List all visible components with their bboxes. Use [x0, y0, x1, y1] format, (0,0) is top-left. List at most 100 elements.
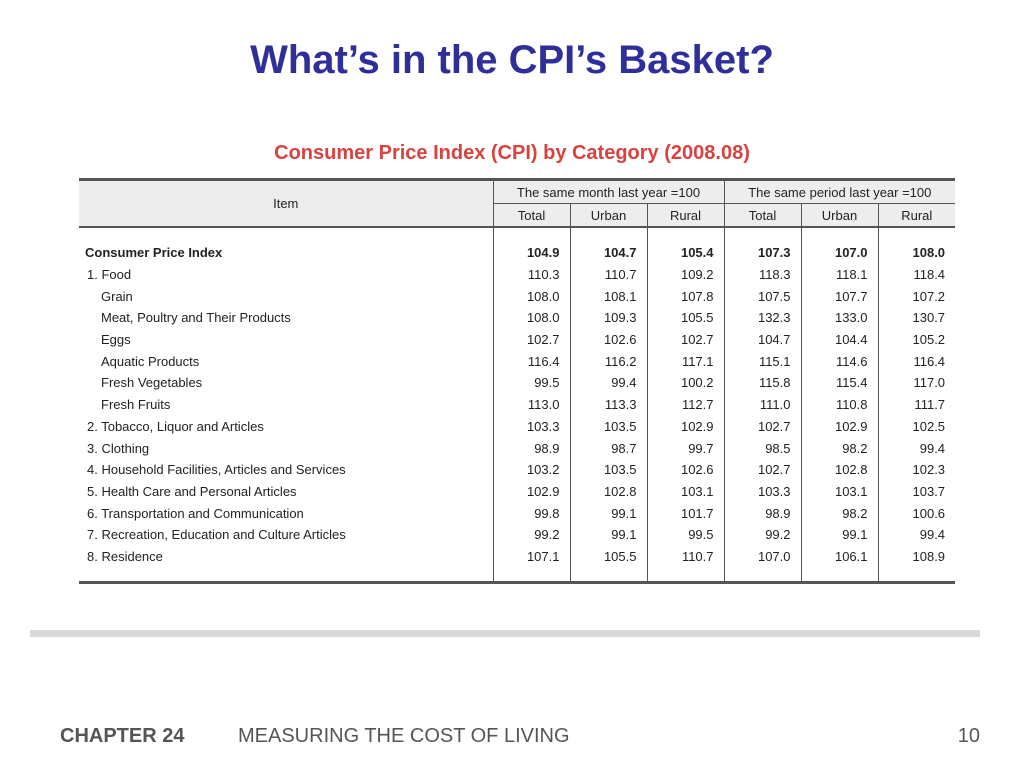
- cell-value: 99.1: [569, 523, 647, 546]
- sub-header-rural: Rural: [646, 203, 725, 227]
- row-label: Fresh Vegetables: [101, 375, 203, 391]
- cell-value: 102.6: [646, 458, 725, 481]
- item-column-header: Item: [79, 179, 493, 227]
- row-label: Meat, Poultry and Their Products: [101, 310, 291, 326]
- cell-value: 103.1: [800, 480, 879, 503]
- cell-value: 109.2: [646, 263, 725, 286]
- row-label: Fresh Fruits: [101, 397, 171, 413]
- sub-header-total: Total: [723, 203, 802, 227]
- cell-value: 99.5: [492, 372, 570, 394]
- row-label: 7. Recreation, Education and Culture Art…: [87, 527, 346, 543]
- cell-value: 99.4: [877, 523, 956, 546]
- cell-value: 110.3: [492, 263, 570, 286]
- row-label: Grain: [101, 288, 133, 304]
- cell-value: 116.4: [877, 350, 956, 373]
- sub-header-urban: Urban: [569, 203, 647, 227]
- cell-value: 102.7: [723, 415, 802, 438]
- cell-value: 100.6: [877, 502, 956, 524]
- cell-value: 108.0: [492, 307, 570, 329]
- cell-value: 110.8: [800, 393, 879, 416]
- cell-value: 102.8: [569, 480, 647, 503]
- cell-value: 98.9: [723, 502, 802, 524]
- cell-value: 113.0: [492, 393, 570, 416]
- cell-value: 108.0: [492, 285, 570, 308]
- cell-value: 117.0: [877, 372, 956, 394]
- table-row: 7. Recreation, Education and Culture Art…: [79, 523, 956, 546]
- table-row: Grain 108.0 108.1 107.8 107.5 107.7 107.2: [79, 285, 956, 308]
- cell-value: 109.3: [569, 307, 647, 329]
- row-label: Consumer Price Index: [85, 245, 223, 261]
- cell-value: 111.0: [723, 393, 802, 416]
- cell-value: 115.4: [800, 372, 879, 394]
- cpi-table-container: Item The same month last year =100 The s…: [79, 178, 956, 584]
- cell-value: 105.5: [569, 545, 647, 583]
- row-label: 3. Clothing: [87, 440, 150, 456]
- table-row: Fresh Vegetables 99.5 99.4 100.2 115.8 115.4 1…: [79, 372, 956, 394]
- group-header-same-month: The same month last year =100: [492, 179, 725, 204]
- cell-value: 102.9: [800, 415, 879, 438]
- cell-value: 99.5: [646, 523, 725, 546]
- cell-value: 116.4: [492, 350, 570, 373]
- cell-value: 98.5: [723, 437, 802, 459]
- footer-chapter: CHAPTER 24: [60, 725, 185, 747]
- cell-value: 99.2: [492, 523, 570, 546]
- table-row: Eggs 102.7 102.6 102.7 104.7 104.4 105.2: [79, 328, 956, 351]
- cell-value: 103.7: [877, 480, 956, 503]
- cell-value: 132.3: [723, 307, 802, 329]
- cell-value: 98.2: [800, 502, 879, 524]
- cell-value: 99.2: [723, 523, 802, 546]
- row-label: 6. Transportation and Communication: [87, 505, 304, 521]
- cell-value: 108.9: [877, 545, 956, 583]
- cell-value: 118.1: [800, 263, 879, 286]
- cell-value: 114.6: [800, 350, 879, 373]
- cell-value: 105.5: [646, 307, 725, 329]
- cell-value: 107.0: [800, 242, 879, 264]
- cell-value: 104.4: [800, 328, 879, 351]
- row-label: 8. Residence: [87, 548, 163, 564]
- cell-value: 104.7: [569, 242, 647, 264]
- cell-value: 100.2: [646, 372, 725, 394]
- cell-value: 99.1: [800, 523, 879, 546]
- group-header-same-period: The same period last year =100: [723, 179, 956, 204]
- cell-value: 108.0: [877, 242, 956, 264]
- cell-value: 116.2: [569, 350, 647, 373]
- table-header: Item The same month last year =100 The s…: [79, 179, 956, 227]
- table-row: 8. Residence 107.1 105.5 110.7 107.0 106.1 108…: [79, 545, 956, 583]
- cell-value: 108.1: [569, 285, 647, 308]
- cell-value: 102.7: [646, 328, 725, 351]
- cell-value: 107.3: [723, 242, 802, 264]
- table-row: 4. Household Facilities, Articles and Se…: [79, 458, 956, 481]
- cell-value: 99.7: [646, 437, 725, 459]
- cell-value: 101.7: [646, 502, 725, 524]
- cell-value: 102.3: [877, 458, 956, 481]
- table-row: Consumer Price Index 104.9 104.7 105.4 107.3…: [79, 242, 956, 264]
- table-row: Meat, Poultry and Their Products 108.0 109…: [79, 307, 956, 329]
- table-row: 1. Food 110.3 110.7 109.2 118.3 118.1 118.4: [79, 263, 956, 286]
- row-label: Aquatic Products: [101, 353, 200, 369]
- cell-value: 105.2: [877, 328, 956, 351]
- cell-value: 102.7: [492, 328, 570, 351]
- cell-value: 113.3: [569, 393, 647, 416]
- cell-value: 107.2: [877, 285, 956, 308]
- cell-value: 102.6: [569, 328, 647, 351]
- cell-value: 102.5: [877, 415, 956, 438]
- cell-value: 130.7: [877, 307, 956, 329]
- footer-chapter-title: MEASURING THE COST OF LIVING: [238, 725, 570, 747]
- cell-value: 105.4: [646, 242, 725, 264]
- row-label: 4. Household Facilities, Articles and Se…: [87, 462, 346, 478]
- cell-value: 107.7: [800, 285, 879, 308]
- row-label: 2. Tobacco, Liquor and Articles: [87, 418, 264, 434]
- slide-title: What’s in the CPI’s Basket?: [250, 38, 774, 82]
- cell-value: 133.0: [800, 307, 879, 329]
- table-body: Consumer Price Index 104.9 104.7 105.4 107.3…: [79, 227, 956, 583]
- page-number: 10: [957, 725, 980, 747]
- cell-value: 107.5: [723, 285, 802, 308]
- cell-value: 111.7: [877, 393, 956, 416]
- cell-value: 99.1: [569, 502, 647, 524]
- cpi-table: Item The same month last year =100 The s…: [79, 178, 956, 584]
- sub-header-total: Total: [492, 203, 570, 227]
- cell-value: 98.2: [800, 437, 879, 459]
- cell-value: 110.7: [646, 545, 725, 583]
- cell-value: 107.0: [723, 545, 802, 583]
- cell-value: 102.9: [646, 415, 725, 438]
